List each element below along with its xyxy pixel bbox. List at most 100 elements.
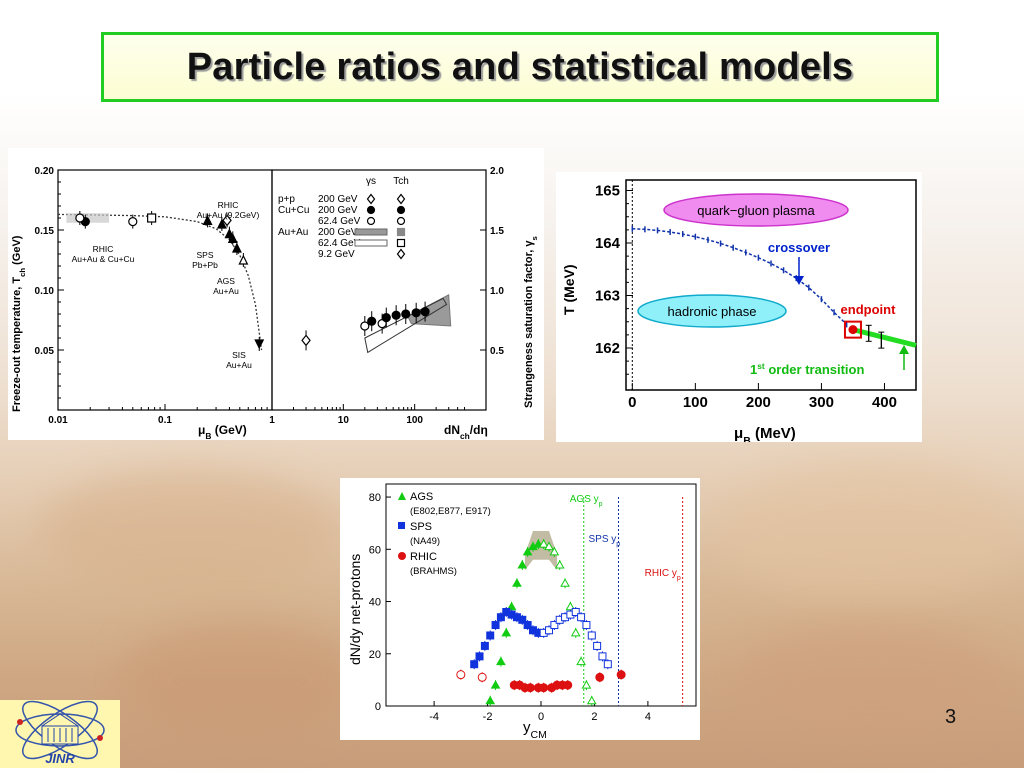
x-tick-label: 200: [746, 394, 771, 411]
slide-title: Particle ratios and statistical models: [186, 45, 854, 88]
ags-point: [496, 656, 506, 666]
y-tick-label: 1.0: [490, 286, 504, 297]
crossover-line: [632, 228, 848, 325]
data-point: [128, 216, 138, 227]
beam-rapidity-label: SPS yp: [589, 534, 621, 548]
data-point: [401, 309, 411, 319]
ags-point: [570, 627, 581, 637]
y-tick-label: 0: [375, 701, 381, 713]
sps-point: [491, 621, 500, 630]
x-tick-label: 100: [683, 394, 708, 411]
y-tick-label: 2.0: [490, 166, 504, 177]
ags-point: [576, 656, 586, 666]
legend-marker: [396, 227, 406, 237]
data-point: [227, 233, 238, 244]
sps-point: [571, 607, 580, 616]
legend-marker: [398, 492, 406, 500]
data-point: [222, 214, 232, 227]
left-x-axis-label: μB (GeV): [198, 423, 247, 440]
y-tick-label: 163: [595, 288, 620, 305]
first-order-arrowhead: [899, 345, 909, 354]
legend-system: p+p: [278, 194, 295, 205]
y-tick-label: 40: [369, 597, 381, 609]
legend-energy: 200 GeV: [318, 227, 358, 238]
background-haze: [120, 620, 360, 740]
right-y-axis-label: Strangeness saturation factor, γs: [523, 236, 539, 408]
legend-sub: (BRAHMS): [410, 566, 457, 577]
ags-point: [522, 546, 533, 556]
legend-marker: [396, 216, 406, 226]
y-tick-label: 1.5: [490, 226, 504, 237]
legend-marker: [398, 552, 406, 560]
ags-point: [517, 559, 528, 569]
legend-col: Tch: [393, 176, 409, 187]
beam-rapidity-label: AGS yp: [570, 494, 603, 508]
rhic-point: [595, 672, 605, 682]
rhic-point: [616, 670, 626, 680]
ags-point: [544, 541, 554, 551]
y-tick-label: 0.5: [490, 346, 504, 357]
legend-marker: [396, 205, 406, 215]
beam-rapidity-label: RHIC yp: [645, 568, 681, 582]
frame: [385, 483, 697, 707]
freeze-out-plot: 0.05 0.10 0.15 0.20 0.01 0.1 1 Freeze-out tempe…: [11, 166, 539, 441]
endpoint-marker: [848, 325, 858, 335]
x-axis-label: yCM: [523, 719, 547, 740]
rhic-point: [539, 683, 549, 693]
annotation: SPS: [196, 250, 213, 260]
page-number: 3: [945, 706, 957, 728]
sps-point: [577, 613, 586, 622]
x-tick-label: 4: [645, 711, 651, 723]
net-protons-chart: -4 -2 0 2 4 0 20 40 60 80 dN/dy net-protons yCM AGS …: [340, 478, 700, 741]
annotation: Pb+Pb: [192, 260, 218, 270]
legend-marker: [366, 205, 376, 215]
first-order-line: [852, 327, 917, 348]
crossover-arrowhead: [794, 276, 804, 285]
sps-point: [550, 621, 559, 630]
rhic-point: [563, 680, 573, 690]
legend-sub: (E802,E877, E917): [410, 506, 491, 517]
x-tick-label: 300: [809, 394, 834, 411]
sps-point: [480, 641, 489, 650]
legend-system: Au+Au: [278, 227, 308, 238]
sps-point: [603, 660, 612, 669]
background-haze: [720, 460, 1020, 600]
legend-marker: [366, 216, 376, 226]
ags-point: [538, 539, 549, 548]
rhic-point: [456, 670, 466, 680]
legend-marker: [354, 239, 388, 247]
legend-name: SPS: [410, 521, 432, 533]
legend-marker: [396, 193, 406, 205]
legend-energy: 9.2 GeV: [318, 249, 355, 260]
annotation: Au+Au: [213, 286, 239, 296]
x-tick-label: 400: [872, 394, 897, 411]
data-point: [202, 215, 213, 226]
x-tick-label: 2: [591, 711, 597, 723]
sps-point: [475, 652, 484, 661]
qgp-region: [663, 193, 849, 227]
ags-point: [485, 695, 496, 705]
legend-name: RHIC: [410, 551, 437, 563]
sps-point: [545, 626, 554, 635]
data-point: [391, 310, 401, 320]
legend-sub: (NA49): [410, 536, 440, 547]
sps-point: [486, 631, 495, 640]
y-tick-label: 80: [369, 492, 381, 504]
crossover-label: crossover: [768, 240, 830, 255]
x-tick-label: 1: [269, 415, 275, 426]
legend-energy: 62.4 GeV: [318, 216, 361, 227]
sps-point: [587, 631, 596, 640]
legend-system: Cu+Cu: [278, 205, 309, 216]
annotation: RHIC: [218, 200, 239, 210]
rhic-point: [477, 672, 487, 682]
frame: [625, 179, 917, 391]
data-point: [360, 321, 370, 331]
y-axis-label: dN/dy net-protons: [347, 554, 363, 665]
y-tick-label: 162: [595, 340, 620, 357]
qgp-label: quark−gluon plasma: [697, 203, 815, 218]
data-point: [216, 218, 227, 229]
ags-point: [586, 695, 597, 705]
phase-diagram-plot: 0 100 200 300 400 162 163 164 165 T (MeV) μB (MeV)…: [561, 179, 917, 447]
left-y-axis-label: Freeze-out temperature, Tch (GeV): [11, 235, 27, 412]
